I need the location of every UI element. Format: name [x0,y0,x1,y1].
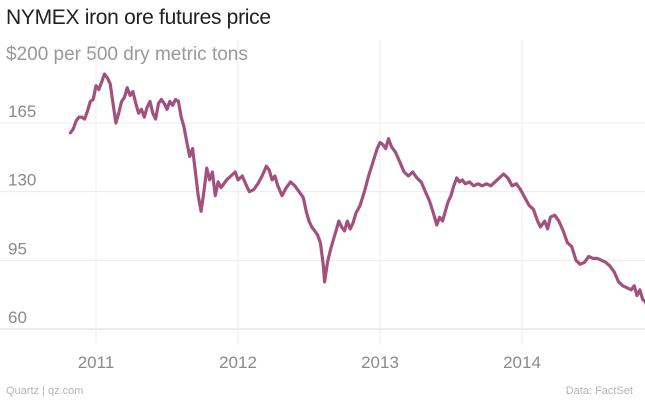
x-tick-labels: 2011 2012 2013 2014 [78,353,541,372]
chart-subtitle: $200 per 500 dry metric tons [6,44,248,65]
y-tick-label: 130 [8,171,36,190]
x-tick-label: 2014 [503,353,541,372]
y-tick-labels: 60 95 130 165 [8,102,36,327]
y-tick-label: 95 [8,239,27,258]
x-tick-label: 2013 [361,353,399,372]
source-credit: Quartz | qz.com [6,385,84,397]
y-tick-label: 165 [8,102,36,121]
price-series-line [68,72,645,306]
chart-title: NYMEX iron ore futures price [6,6,271,29]
x-tick-label: 2012 [219,353,257,372]
y-tick-label: 60 [8,308,27,327]
x-tick-label: 2011 [78,353,115,372]
data-source: Data: FactSet [565,385,633,397]
grid-lines [0,40,645,345]
